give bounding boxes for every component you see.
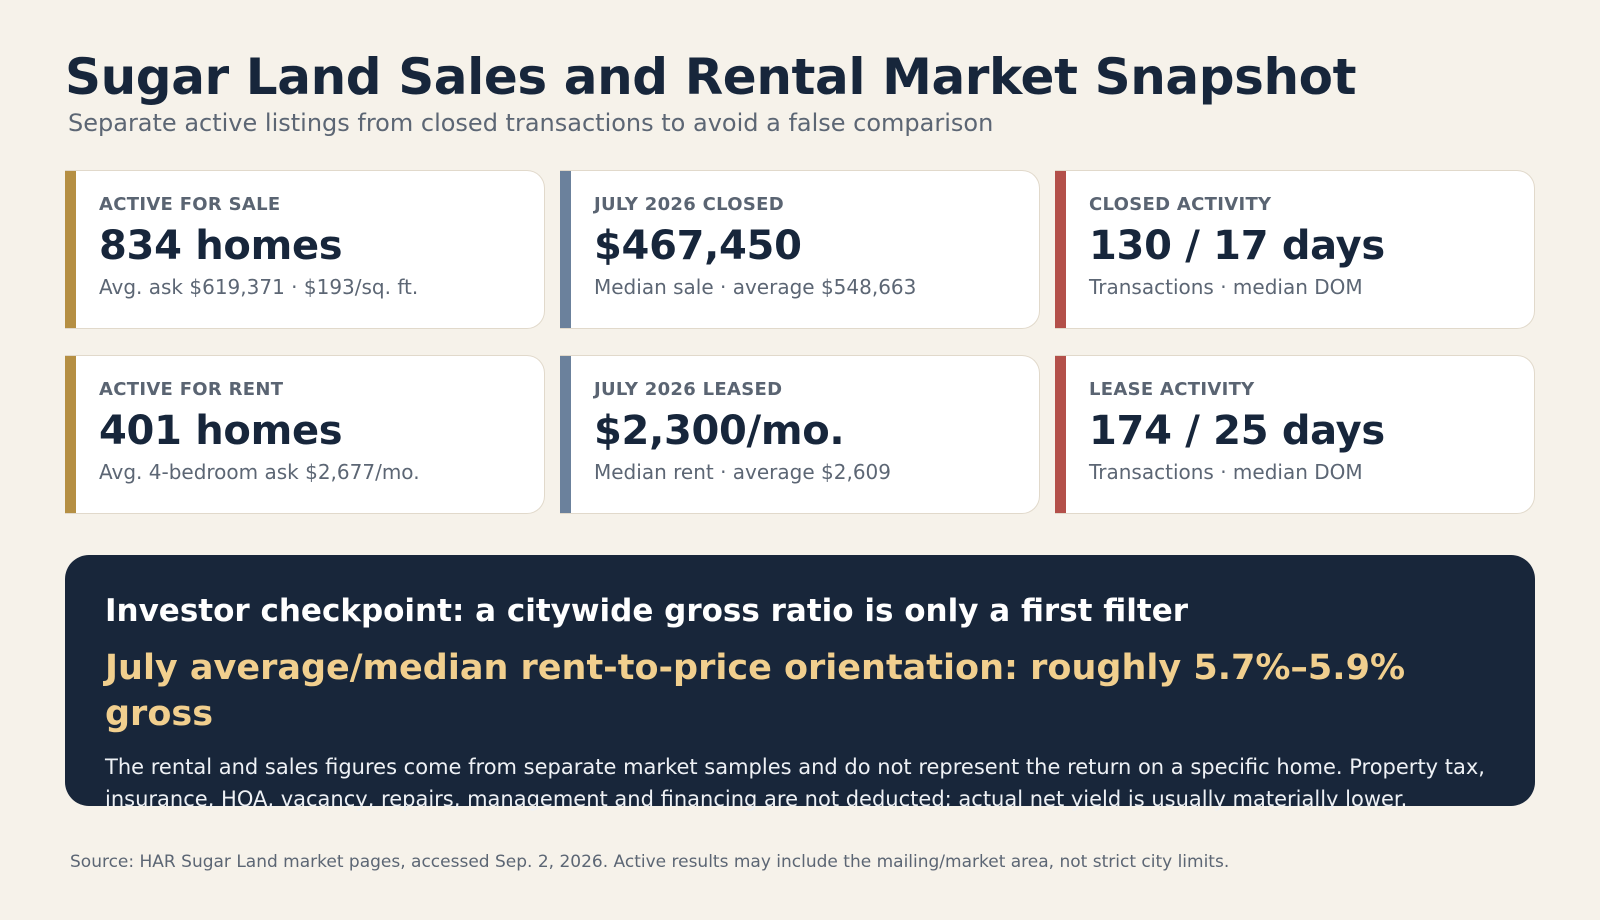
card-subtext: Transactions · median DOM — [1089, 460, 1363, 484]
page-title: Sugar Land Sales and Rental Market Snaps… — [65, 48, 1357, 106]
card-label: LEASE ACTIVITY — [1089, 379, 1255, 400]
card-lease-activity: LEASE ACTIVITY 174 / 25 days Transaction… — [1055, 355, 1535, 514]
card-label: ACTIVE FOR SALE — [99, 194, 281, 215]
card-label: ACTIVE FOR RENT — [99, 379, 284, 400]
card-accent-bar — [1055, 171, 1066, 328]
card-label: JULY 2026 CLOSED — [594, 194, 784, 215]
panel-highlight: July average/median rent-to-price orient… — [105, 648, 1406, 734]
card-july-leased: JULY 2026 LEASED $2,300/mo. Median rent … — [560, 355, 1040, 514]
investor-checkpoint-panel: Investor checkpoint: a citywide gross ra… — [65, 555, 1535, 811]
metric-grid: ACTIVE FOR SALE 834 homes Avg. ask $619,… — [65, 170, 1535, 514]
card-accent-bar — [560, 356, 571, 513]
card-value: $467,450 — [594, 223, 802, 269]
page-subtitle: Separate active listings from closed tra… — [68, 109, 994, 137]
card-value: $2,300/mo. — [594, 408, 845, 454]
card-value: 130 / 17 days — [1089, 223, 1385, 269]
card-accent-bar — [1055, 356, 1066, 513]
card-value: 834 homes — [99, 223, 343, 269]
card-subtext: Median sale · average $548,663 — [594, 275, 917, 299]
card-accent-bar — [65, 356, 76, 513]
source-note: Source: HAR Sugar Land market pages, acc… — [70, 852, 1230, 872]
card-value: 401 homes — [99, 408, 343, 454]
card-subtext: Transactions · median DOM — [1089, 275, 1363, 299]
card-closed-activity: CLOSED ACTIVITY 130 / 17 days Transactio… — [1055, 170, 1535, 329]
card-active-for-rent: ACTIVE FOR RENT 401 homes Avg. 4-bedroom… — [65, 355, 545, 514]
card-active-for-sale: ACTIVE FOR SALE 834 homes Avg. ask $619,… — [65, 170, 545, 329]
card-accent-bar — [560, 171, 571, 328]
card-subtext: Avg. ask $619,371 · $193/sq. ft. — [99, 275, 419, 299]
card-label: JULY 2026 LEASED — [594, 379, 783, 400]
card-subtext: Avg. 4-bedroom ask $2,677/mo. — [99, 460, 420, 484]
card-accent-bar — [65, 171, 76, 328]
card-value: 174 / 25 days — [1089, 408, 1385, 454]
card-july-closed: JULY 2026 CLOSED $467,450 Median sale · … — [560, 170, 1040, 329]
panel-heading: Investor checkpoint: a citywide gross ra… — [105, 593, 1189, 629]
panel-body: The rental and sales figures come from s… — [105, 755, 1485, 811]
card-label: CLOSED ACTIVITY — [1089, 194, 1272, 215]
card-subtext: Median rent · average $2,609 — [594, 460, 891, 484]
